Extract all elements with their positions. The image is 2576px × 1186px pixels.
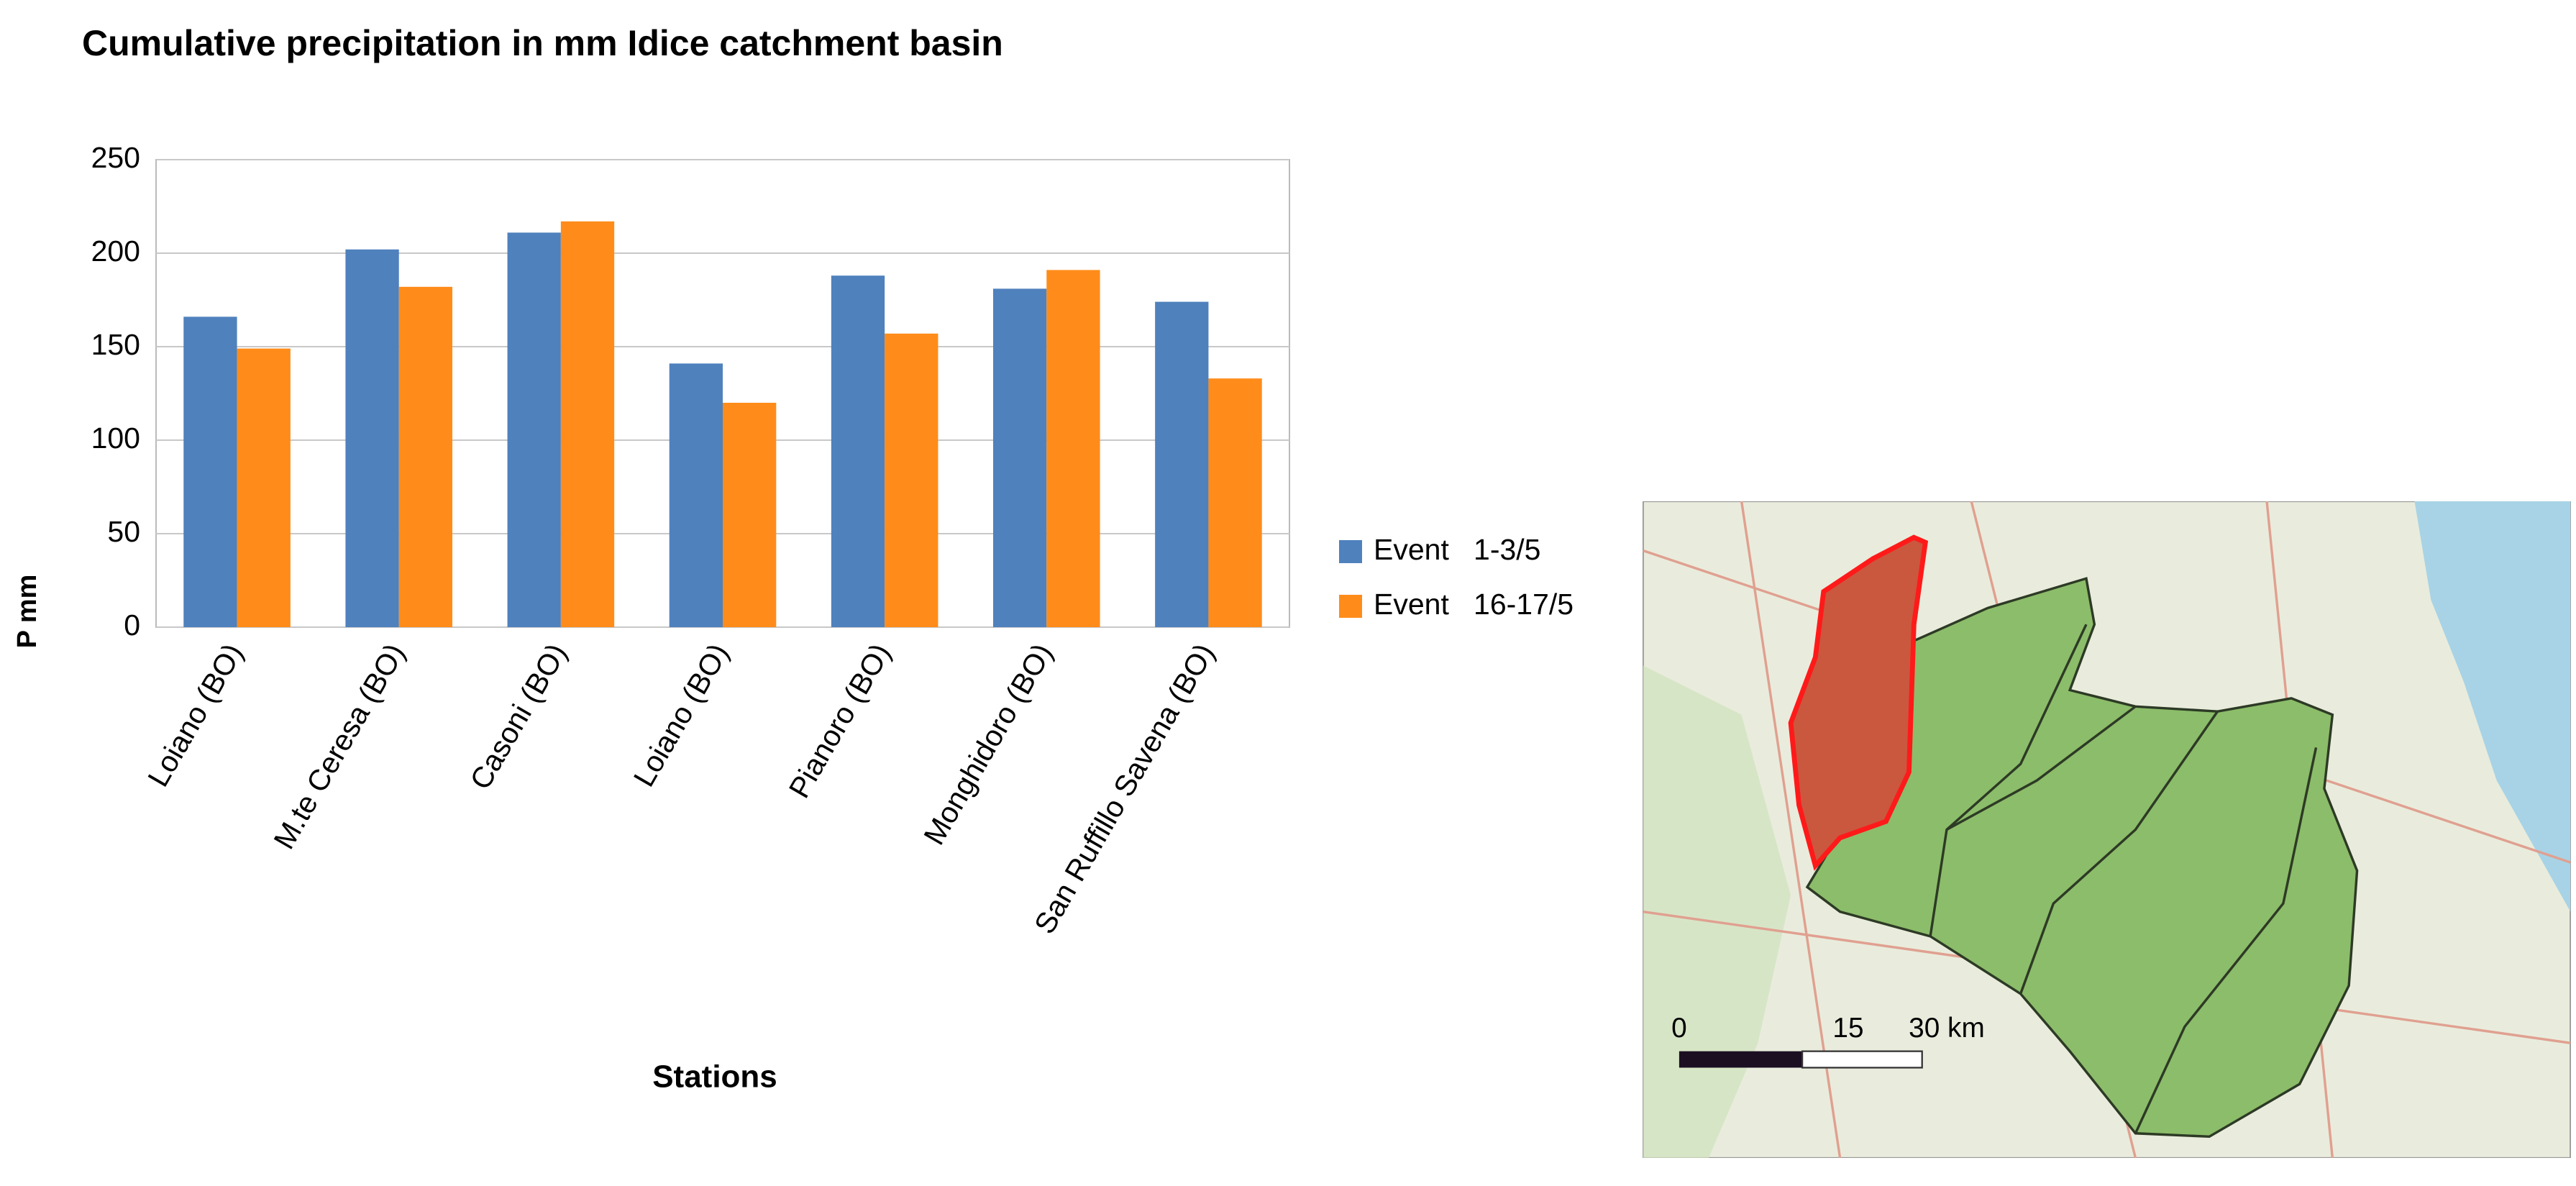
bar [723, 403, 777, 627]
bar [1155, 301, 1209, 627]
bar [669, 363, 723, 627]
bar [1046, 270, 1100, 627]
chart-title: Cumulative precipitation in mm Idice cat… [82, 23, 1003, 63]
map: 0 15 30 km [1643, 501, 2571, 1158]
x-tick-label: Pianoro (BO) [782, 638, 897, 803]
bar [507, 232, 561, 627]
bar [1208, 378, 1262, 627]
scale-label: 30 km [1909, 1013, 1985, 1044]
y-tick-label: 200 [91, 234, 140, 268]
x-axis-label: Stations [652, 1059, 777, 1095]
bar [237, 348, 291, 627]
x-tick-label: Loiano (BO) [627, 638, 735, 792]
basin [1805, 577, 2359, 1139]
y-tick-label: 100 [91, 421, 140, 455]
sub-basin-borders [1929, 624, 2318, 1134]
scale-bar [1801, 1050, 1923, 1069]
y-tick-label: 50 [107, 515, 140, 548]
legend-swatch [1339, 540, 1362, 563]
highlighted-basin [1788, 534, 1929, 871]
bar [345, 249, 399, 627]
bar [560, 221, 615, 627]
scale-label: 0 [1671, 1013, 1687, 1044]
y-tick-label: 250 [91, 141, 140, 174]
sea [2414, 501, 2571, 912]
bar [831, 275, 885, 627]
legend-label: Event 1-3/5 [1374, 533, 1540, 566]
y-axis-label: P mm [12, 575, 42, 649]
bar [992, 288, 1047, 627]
scale-label: 15 [1832, 1013, 1863, 1044]
forest [1643, 665, 1791, 1158]
x-tick-label: Loiano (BO) [141, 638, 249, 792]
legend-swatch [1339, 595, 1362, 618]
y-tick-label: 0 [124, 608, 140, 642]
x-tick-label: Monghidoro (BO) [917, 638, 1059, 850]
y-tick-label: 150 [91, 328, 140, 361]
bar [398, 286, 453, 627]
x-tick-label: M.te Ceresa (BO) [267, 638, 411, 854]
x-tick-label: San Ruffillo Savena (BO) [1028, 638, 1220, 939]
x-tick-label: Casoni (BO) [463, 638, 573, 795]
scale-bar [1678, 1051, 1803, 1068]
bar [885, 333, 938, 627]
bar [183, 316, 237, 627]
legend-label: Event 16-17/5 [1374, 588, 1574, 621]
